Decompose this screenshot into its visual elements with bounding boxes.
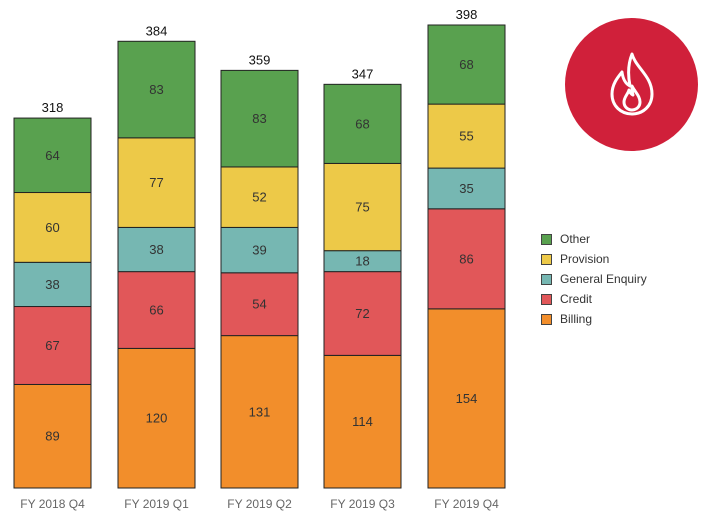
bar-segment-other [323,83,402,164]
segment-value-label: 60 [45,220,59,235]
legend-item-provision: Provision [541,249,647,269]
legend: Other Provision General Enquiry Credit Billi… [541,229,647,329]
bar-segment-other [117,40,196,139]
bar-segment-credit [117,271,196,349]
segment-value-label: 64 [45,148,59,163]
legend-swatch [541,293,552,305]
bar-segment-provision [220,166,299,228]
legend-label: Provision [560,252,610,266]
bar-segment-other [427,24,506,105]
segment-value-label: 72 [355,306,369,321]
legend-label: Credit [560,292,593,306]
legend-item-other: Other [541,229,647,249]
bar-total-label: 359 [249,52,271,67]
segment-value-label: 55 [459,129,473,144]
bar-segment-billing [13,383,92,489]
bar-segment-provision [427,103,506,169]
segment-value-label: 89 [45,429,59,444]
bar-segment-billing [117,347,196,489]
bar-segment-credit [427,208,506,310]
bar-segment-credit [13,306,92,385]
bar-segment-other [13,117,92,194]
segment-value-label: 35 [459,181,473,196]
x-tick-label: FY 2019 Q4 [434,497,499,511]
segment-value-label: 83 [252,111,266,126]
bar-segment-billing [323,354,402,489]
legend-item-credit: Credit [541,289,647,309]
segment-value-label: 120 [146,411,168,426]
x-tick-label: FY 2019 Q3 [330,497,395,511]
segment-value-label: 39 [252,243,266,258]
segment-value-label: 66 [149,303,163,318]
bar-segment-provision [323,162,402,252]
segment-value-label: 52 [252,190,266,205]
segment-value-label: 38 [45,277,59,292]
bar-segment-provision [117,137,196,228]
x-tick-label: FY 2019 Q2 [227,497,292,511]
legend-label: Billing [560,312,593,326]
legend-item-billing: Billing [541,309,647,329]
bar-segment-other [220,69,299,168]
flame-badge [565,18,698,151]
legend-swatch [541,233,552,245]
bar-total-label: 384 [146,23,168,38]
legend-label: General Enquiry [560,272,647,286]
legend-swatch [541,273,552,285]
segment-value-label: 68 [459,57,473,72]
segment-value-label: 86 [459,251,473,266]
bar-segment-credit [323,271,402,356]
x-tick-label: FY 2019 Q1 [124,497,189,511]
bar-total-label: 318 [42,100,64,115]
legend-swatch [541,253,552,265]
bar-total-label: 398 [456,7,478,22]
legend-swatch [541,313,552,325]
segment-value-label: 131 [249,404,271,419]
segment-value-label: 75 [355,200,369,215]
bar-segment-credit [220,272,299,337]
segment-value-label: 154 [456,391,478,406]
segment-value-label: 77 [149,175,163,190]
bar-segment-billing [427,308,506,489]
legend-label: Other [560,232,591,246]
segment-value-label: 38 [149,242,163,257]
legend-item-general-enquiry: General Enquiry [541,269,647,289]
segment-value-label: 83 [149,82,163,97]
segment-value-label: 54 [252,297,266,312]
flame-icon [610,52,653,115]
segment-value-label: 114 [352,414,373,429]
bar-segment-general-enquiry [220,226,299,274]
bar-segment-general-enquiry [13,261,92,308]
x-tick-label: FY 2018 Q4 [20,497,85,511]
segment-value-label: 18 [355,254,369,269]
bar-segment-billing [220,335,299,489]
bar-segment-general-enquiry [117,226,196,273]
segment-value-label: 67 [45,338,59,353]
bar-total-label: 347 [352,66,374,81]
segment-value-label: 68 [355,116,369,131]
